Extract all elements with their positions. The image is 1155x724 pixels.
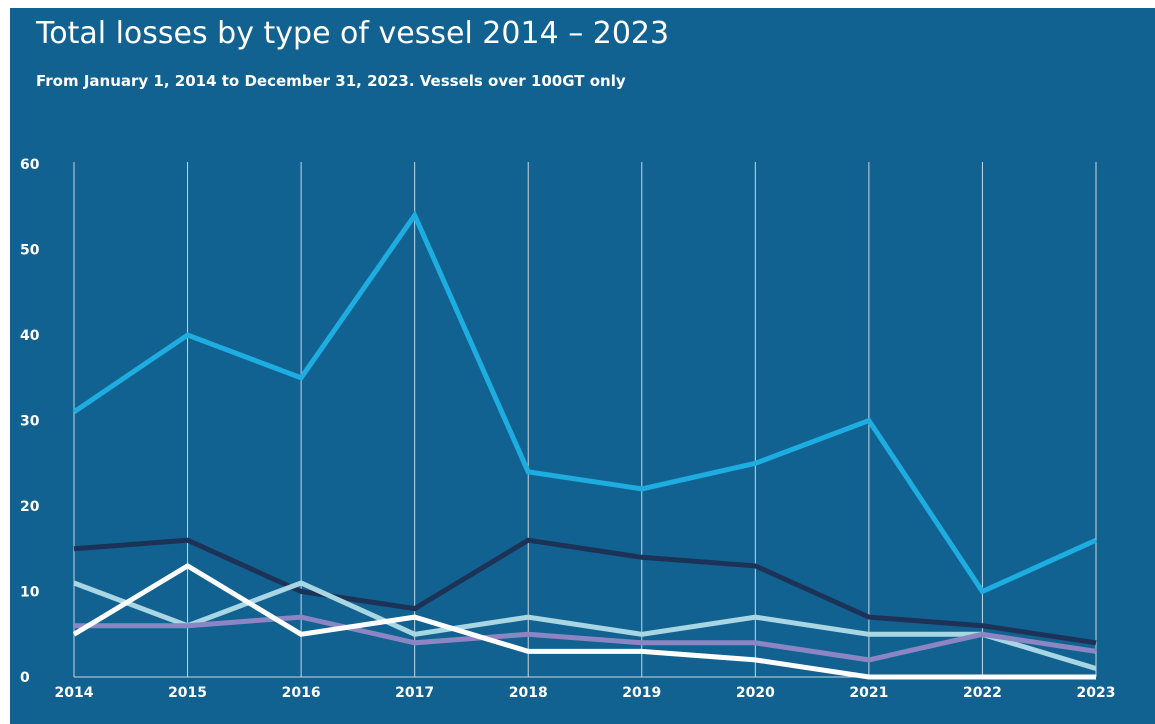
series-line-2 bbox=[73, 537, 1097, 646]
x-tick-label: 2022 bbox=[963, 685, 1002, 701]
chart-title: Total losses by type of vessel 2014 – 20… bbox=[36, 16, 670, 51]
series-line-1 bbox=[72, 210, 1098, 595]
series-line-4 bbox=[74, 614, 1097, 663]
x-tick-label: 2018 bbox=[509, 685, 548, 701]
x-tick-label: 2021 bbox=[849, 685, 888, 701]
series-line-5 bbox=[72, 562, 1096, 680]
x-tick-label: 2014 bbox=[55, 685, 94, 701]
chart-subtitle: From January 1, 2014 to December 31, 202… bbox=[36, 72, 626, 90]
y-tick-label: 30 bbox=[20, 414, 40, 430]
y-tick-label: 60 bbox=[20, 157, 40, 173]
y-tick-label: 20 bbox=[20, 499, 40, 515]
x-tick-label: 2020 bbox=[736, 685, 775, 701]
x-tick-label: 2023 bbox=[1077, 685, 1116, 701]
y-tick-label: 40 bbox=[20, 328, 40, 344]
y-tick-label: 0 bbox=[20, 670, 30, 686]
x-tick-label: 2016 bbox=[282, 685, 321, 701]
series-line-3 bbox=[73, 580, 1097, 671]
x-tick-label: 2017 bbox=[395, 685, 434, 701]
x-tick-label: 2019 bbox=[622, 685, 661, 701]
chart-panel: Total losses by type of vessel 2014 – 20… bbox=[10, 8, 1155, 724]
y-tick-label: 10 bbox=[20, 585, 40, 601]
y-tick-label: 50 bbox=[20, 243, 40, 259]
x-tick-label: 2015 bbox=[168, 685, 207, 701]
